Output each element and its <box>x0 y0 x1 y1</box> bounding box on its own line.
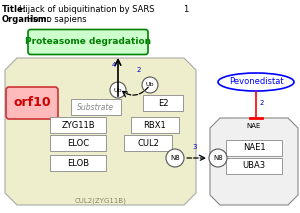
FancyBboxPatch shape <box>50 117 106 133</box>
Text: orf10: orf10 <box>13 96 51 109</box>
Text: NAE1: NAE1 <box>243 144 265 153</box>
FancyBboxPatch shape <box>143 95 183 111</box>
Text: 3: 3 <box>192 144 196 150</box>
Text: 1: 1 <box>183 5 188 14</box>
Text: Ub: Ub <box>146 82 154 88</box>
Text: Homo sapiens: Homo sapiens <box>27 15 87 24</box>
FancyBboxPatch shape <box>28 29 148 55</box>
FancyBboxPatch shape <box>71 99 121 115</box>
Polygon shape <box>5 58 196 205</box>
Text: RBX1: RBX1 <box>144 121 166 130</box>
Text: UBA3: UBA3 <box>242 161 266 170</box>
Text: Proteasome degradation: Proteasome degradation <box>25 37 151 46</box>
FancyBboxPatch shape <box>226 140 282 156</box>
Text: 2: 2 <box>260 100 264 106</box>
FancyBboxPatch shape <box>6 87 58 119</box>
Text: Title:: Title: <box>2 5 27 14</box>
Text: 2: 2 <box>137 67 141 73</box>
Text: NAE: NAE <box>247 123 261 129</box>
FancyBboxPatch shape <box>226 158 282 174</box>
Text: Ub: Ub <box>114 88 122 92</box>
Text: CUL2(ZYG11B): CUL2(ZYG11B) <box>75 197 126 204</box>
Text: 4: 4 <box>112 62 116 68</box>
Text: Substrate: Substrate <box>77 102 115 111</box>
Circle shape <box>142 77 158 93</box>
Text: Organism:: Organism: <box>2 15 51 24</box>
Text: E2: E2 <box>158 98 168 108</box>
Text: ZYG11B: ZYG11B <box>61 121 95 130</box>
Text: ELOB: ELOB <box>67 158 89 167</box>
Text: Pevonedistat: Pevonedistat <box>229 78 283 86</box>
FancyBboxPatch shape <box>124 135 172 151</box>
Circle shape <box>110 82 126 98</box>
Text: Hijack of ubiquitination by SARS: Hijack of ubiquitination by SARS <box>19 5 154 14</box>
Ellipse shape <box>218 73 294 91</box>
Text: N8: N8 <box>213 155 223 161</box>
Circle shape <box>209 149 227 167</box>
Text: ELOC: ELOC <box>67 138 89 147</box>
Text: CUL2: CUL2 <box>137 138 159 147</box>
Text: N8: N8 <box>170 155 180 161</box>
FancyBboxPatch shape <box>50 155 106 171</box>
Circle shape <box>166 149 184 167</box>
FancyBboxPatch shape <box>50 135 106 151</box>
FancyBboxPatch shape <box>131 117 179 133</box>
Polygon shape <box>210 118 298 205</box>
